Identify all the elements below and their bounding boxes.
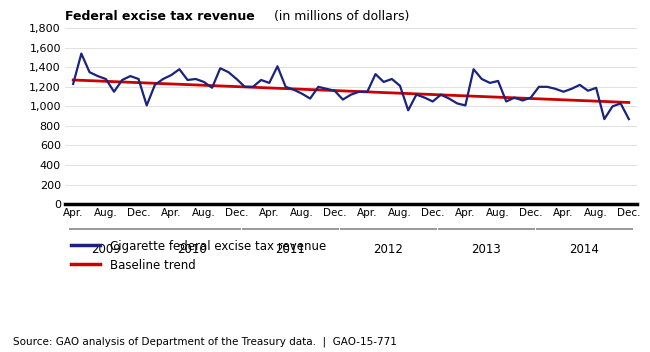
Text: Federal excise tax revenue: Federal excise tax revenue <box>65 10 255 23</box>
Legend: Cigarette federal excise tax revenue, Baseline trend: Cigarette federal excise tax revenue, Ba… <box>71 240 326 272</box>
Text: 2013: 2013 <box>471 243 500 256</box>
Text: (in millions of dollars): (in millions of dollars) <box>270 10 409 23</box>
Text: Source: GAO analysis of Department of the Treasury data.  |  GAO-15-771: Source: GAO analysis of Department of th… <box>13 336 397 347</box>
Text: 2010: 2010 <box>177 243 207 256</box>
Text: 2011: 2011 <box>275 243 305 256</box>
Text: 2012: 2012 <box>373 243 403 256</box>
Text: 2009: 2009 <box>91 243 121 256</box>
Text: 2014: 2014 <box>569 243 599 256</box>
